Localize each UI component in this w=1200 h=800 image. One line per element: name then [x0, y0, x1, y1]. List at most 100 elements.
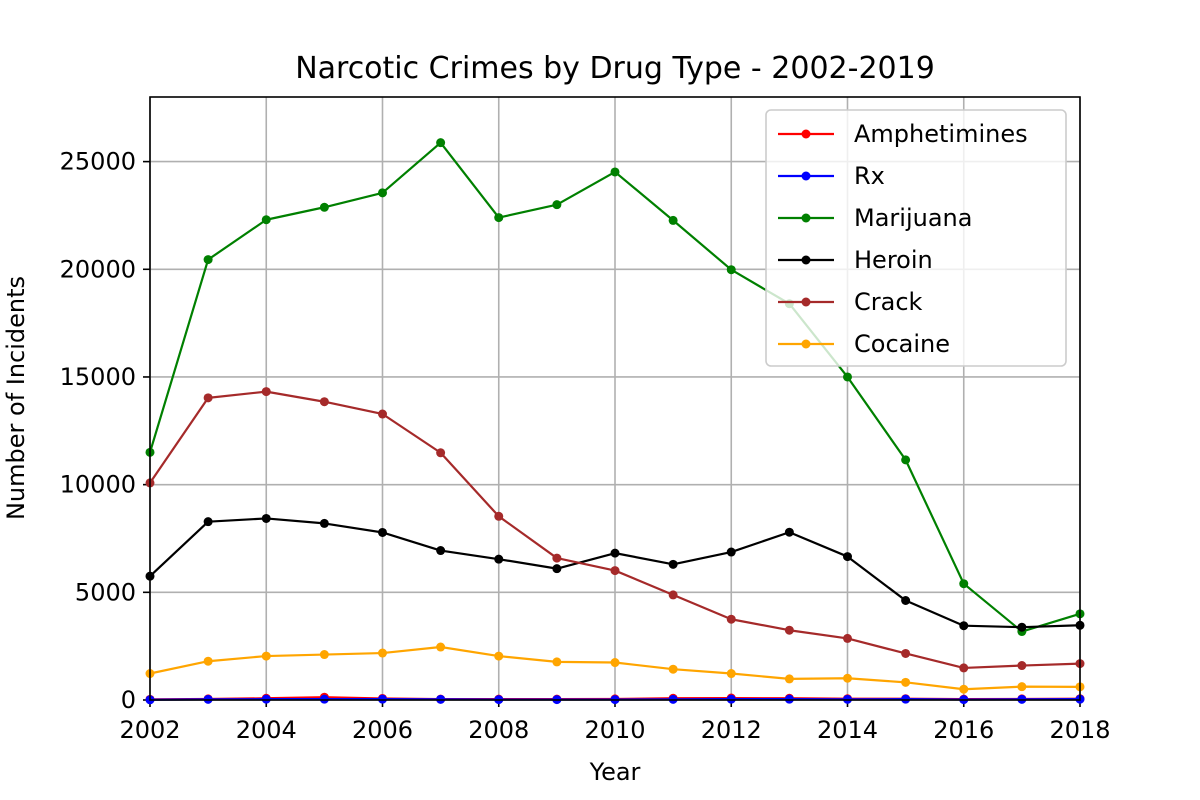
legend-swatch-marker — [801, 339, 811, 349]
data-point — [203, 255, 213, 265]
legend-label: Amphetimines — [854, 120, 1028, 148]
data-point — [552, 553, 562, 563]
data-point — [261, 651, 271, 661]
data-point — [843, 552, 852, 562]
x-tick-label: 2014 — [817, 716, 878, 744]
data-point — [843, 372, 852, 382]
data-point — [319, 650, 329, 660]
chart-title: Narcotic Crimes by Drug Type - 2002-2019 — [295, 51, 935, 86]
legend-label: Marijuana — [854, 204, 972, 232]
data-point — [610, 566, 620, 576]
y-tick-label: 10000 — [60, 471, 136, 499]
legend-item: Amphetimines — [778, 120, 1028, 148]
data-point — [319, 518, 329, 528]
data-point — [784, 527, 794, 537]
data-point — [494, 511, 504, 521]
data-point — [959, 621, 969, 631]
data-point — [726, 669, 736, 679]
data-point — [494, 213, 504, 223]
data-point — [552, 564, 562, 574]
axis-ticks: 2002 2004 2006 2008 2010 2012 2014 2016 2018 0 500… — [60, 148, 1111, 744]
y-tick-label: 20000 — [60, 255, 136, 283]
data-point — [494, 554, 504, 564]
x-tick-label: 2018 — [1049, 716, 1110, 744]
data-point — [436, 546, 446, 556]
y-axis-label: Number of Incidents — [2, 276, 30, 520]
data-point — [319, 397, 329, 407]
data-point — [784, 674, 794, 684]
data-point — [1017, 622, 1027, 632]
data-point — [261, 513, 271, 523]
data-point — [610, 167, 620, 177]
data-point — [843, 673, 852, 683]
data-point — [552, 657, 562, 667]
data-point — [1017, 682, 1027, 692]
data-point — [319, 694, 329, 704]
data-point — [436, 138, 446, 148]
legend-item: Marijuana — [778, 204, 972, 232]
x-axis-label: Year — [589, 758, 641, 786]
legend-swatch-marker — [801, 129, 811, 139]
data-point — [552, 200, 562, 210]
data-point — [901, 694, 911, 704]
data-point — [436, 448, 446, 458]
y-tick-label: 5000 — [75, 578, 136, 606]
series-marijuana — [145, 138, 1085, 637]
legend-label: Cocaine — [854, 330, 950, 358]
data-point — [319, 202, 329, 212]
x-tick-label: 2002 — [119, 716, 180, 744]
plot-frame — [149, 96, 1081, 701]
legend-label: Crack — [854, 288, 923, 316]
legend-label: Rx — [854, 162, 885, 190]
data-point — [610, 548, 620, 558]
data-point — [901, 677, 911, 687]
x-tick-label: 2016 — [933, 716, 994, 744]
x-tick-label: 2012 — [701, 716, 762, 744]
data-point — [668, 215, 678, 225]
data-point — [261, 694, 271, 704]
data-point — [959, 663, 969, 673]
legend-item: Crack — [778, 288, 923, 316]
data-point — [668, 559, 678, 569]
legend-swatch-marker — [801, 213, 811, 223]
x-tick-label: 2010 — [584, 716, 645, 744]
data-point — [203, 656, 213, 666]
x-tick-label: 2006 — [352, 716, 413, 744]
data-point — [436, 642, 446, 652]
series-cocaine — [145, 642, 1085, 694]
data-point — [378, 527, 387, 537]
data-point — [726, 614, 736, 624]
data-point — [959, 579, 969, 589]
legend-box — [765, 109, 1067, 367]
data-point — [901, 596, 911, 606]
data-point — [203, 393, 213, 403]
legend-swatch-marker — [801, 171, 811, 181]
data-point — [668, 590, 678, 600]
data-point — [784, 694, 794, 704]
data-point — [959, 684, 969, 694]
data-point — [494, 651, 504, 661]
legend-swatch-marker — [801, 297, 811, 307]
data-point — [784, 625, 794, 635]
series-heroin — [145, 513, 1085, 632]
y-tick-label: 25000 — [60, 148, 136, 176]
legend-item: Rx — [778, 162, 885, 190]
data-point — [378, 648, 387, 658]
data-point — [378, 409, 387, 419]
data-point — [203, 517, 213, 527]
data-point — [1017, 661, 1027, 671]
x-tick-label: 2008 — [468, 716, 529, 744]
data-point — [261, 215, 271, 225]
data-point — [726, 547, 736, 557]
data-point — [901, 455, 911, 465]
data-point — [261, 387, 271, 397]
legend-item: Heroin — [778, 246, 933, 274]
data-point — [901, 648, 911, 658]
data-point — [843, 633, 852, 643]
data-point — [668, 664, 678, 674]
data-point — [726, 265, 736, 275]
legend-label: Heroin — [854, 246, 933, 274]
x-tick-label: 2004 — [236, 716, 297, 744]
series-crack — [145, 387, 1085, 673]
